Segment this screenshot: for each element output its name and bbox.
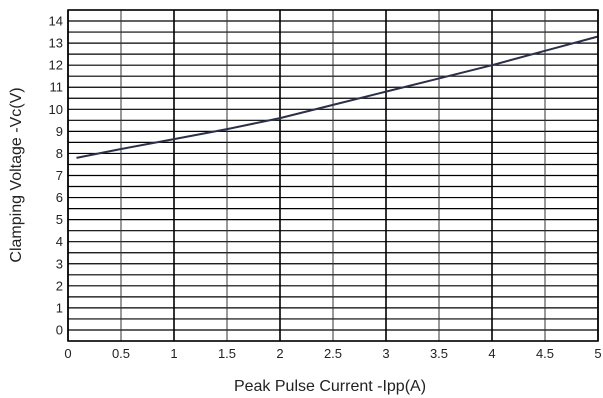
x-tick-label: 4.5	[536, 346, 554, 361]
y-tick-label: 13	[49, 36, 63, 51]
x-tick-label: 2	[276, 346, 283, 361]
x-tick-label: 3.5	[430, 346, 448, 361]
series-layer	[76, 35, 599, 159]
x-tick-label: 0	[64, 346, 71, 361]
y-tick-label: 7	[56, 168, 63, 183]
y-tick-label: 0	[56, 322, 63, 337]
y-tick-label: 10	[49, 102, 63, 117]
y-tick-label: 1	[56, 300, 63, 315]
y-tick-label: 5	[56, 212, 63, 227]
y-tick-label: 11	[50, 80, 64, 95]
y-tick-label: 14	[49, 14, 63, 29]
x-tick-label: 4	[488, 346, 495, 361]
x-tick-label: 2.5	[324, 346, 342, 361]
y-tick-label: 12	[49, 58, 63, 73]
plot-frame	[67, 9, 599, 342]
series-line	[76, 35, 599, 159]
y-tick-label: 3	[56, 256, 63, 271]
y-tick-label: 2	[56, 278, 63, 293]
y-tick-label: 6	[56, 190, 63, 205]
grid	[67, 9, 599, 342]
y-tick-label: 8	[56, 146, 63, 161]
x-tick-labels: 0 0.5 1 1.5 2 2.5 3 3.5 4 4.5 5	[64, 346, 601, 361]
y-tick-label: 9	[56, 124, 63, 139]
x-tick-label: 1.5	[218, 346, 236, 361]
x-tick-label: 0.5	[112, 346, 130, 361]
x-tick-label: 1	[170, 346, 177, 361]
x-axis-label: Peak Pulse Current -Ipp(A)	[234, 378, 426, 395]
y-axis-label: Clamping Voltage -Vc(V)	[8, 87, 25, 262]
y-tick-label: 4	[56, 234, 63, 249]
x-tick-label: 5	[594, 346, 601, 361]
x-tick-label: 3	[382, 346, 389, 361]
